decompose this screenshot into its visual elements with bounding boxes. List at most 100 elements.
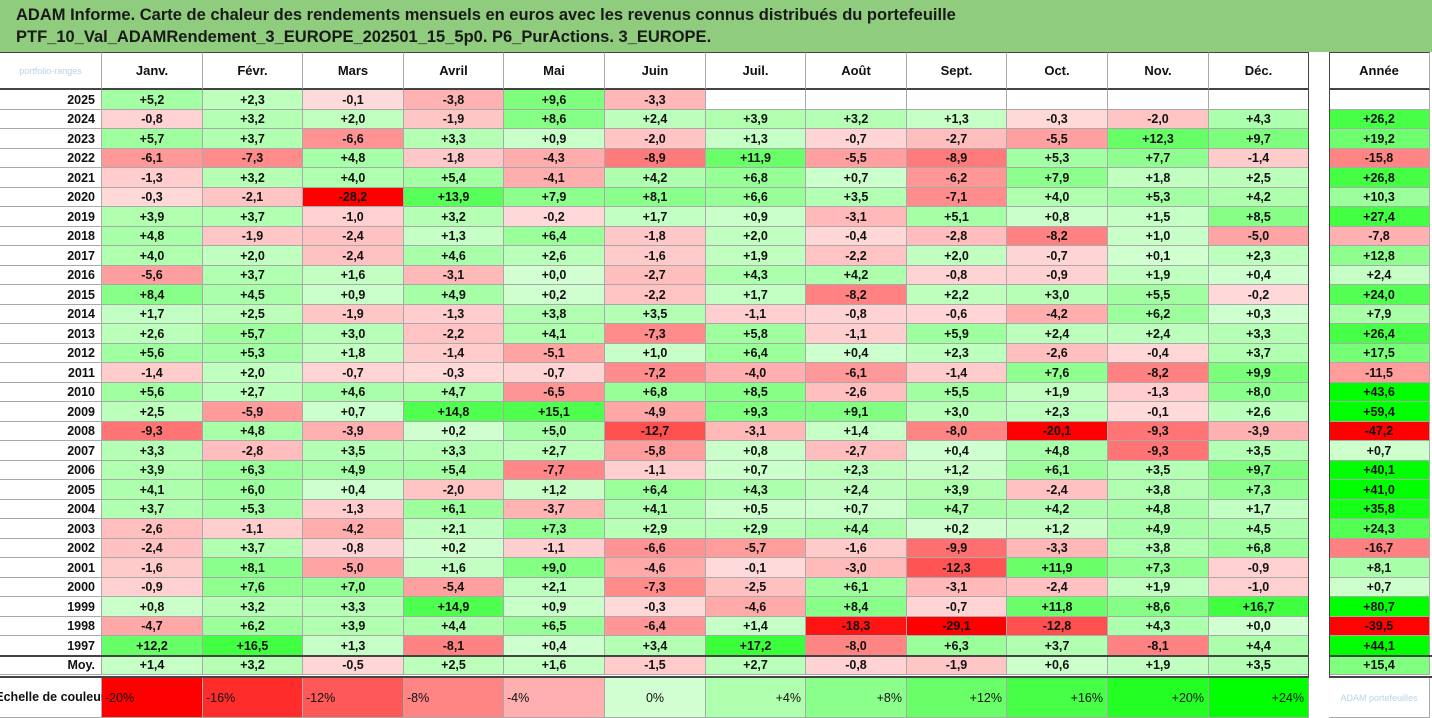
- heatmap-cell: [1007, 90, 1108, 110]
- heatmap-cell: -3,0: [806, 558, 907, 578]
- heatmap-cell: -1,8: [404, 149, 504, 168]
- color-scale-swatch: -12%: [303, 678, 404, 718]
- heatmap-cell: +1,4: [806, 422, 907, 441]
- heatmap-cell: -6,6: [303, 129, 404, 149]
- heatmap-cell: -7,3: [605, 578, 706, 597]
- annual-cell: -7,8: [1329, 227, 1430, 246]
- heatmap-cell: +1,7: [102, 305, 203, 324]
- heatmap-cell: -0,3: [605, 597, 706, 617]
- color-scale-swatch: +20%: [1108, 678, 1209, 718]
- heatmap-cell: +1,3: [303, 636, 404, 656]
- heatmap-cell: -1,1: [203, 519, 303, 539]
- heatmap-cell: +2,4: [1108, 324, 1209, 344]
- annual-cell: +26,8: [1329, 168, 1430, 188]
- heatmap-cell: +3,7: [102, 500, 203, 519]
- heatmap-cell: +0,4: [907, 441, 1007, 461]
- heatmap-cell: +6,8: [706, 168, 806, 188]
- heatmap-cell: +1,8: [303, 344, 404, 363]
- heatmap-cell: +4,5: [203, 285, 303, 305]
- heatmap-cell: +4,0: [102, 246, 203, 266]
- heatmap-cell: +5,6: [102, 383, 203, 402]
- annual-cell: +2,4: [1329, 266, 1430, 285]
- heatmap-cell: +3,8: [1108, 480, 1209, 500]
- heatmap-cell: +0,8: [706, 441, 806, 461]
- heatmap-cell: +17,2: [706, 636, 806, 656]
- heatmap-cell: -3,1: [706, 422, 806, 441]
- heatmap-cell: -8,2: [1007, 227, 1108, 246]
- heatmap-cell: +0,0: [504, 266, 605, 285]
- heatmap-cell: -2,4: [1007, 578, 1108, 597]
- report-header: ADAM Informe. Carte de chaleur des rende…: [0, 0, 1432, 52]
- month-header: Mai: [504, 52, 605, 90]
- heatmap-cell: +1,6: [404, 558, 504, 578]
- heatmap-table: portfolio-ranges Janv. Févr. Mars Avril Mai Ju…: [0, 52, 1432, 718]
- heatmap-cell: -0,4: [806, 227, 907, 246]
- heatmap-cell: -2,6: [102, 519, 203, 539]
- heatmap-cell: +4,4: [1209, 636, 1309, 656]
- heatmap-cell: +4,5: [1209, 519, 1309, 539]
- heatmap-cell: -1,9: [907, 656, 1007, 675]
- year-label: 2007: [0, 441, 102, 461]
- heatmap-cell: -9,3: [102, 422, 203, 441]
- heatmap-cell: +0,0: [1209, 617, 1309, 636]
- heatmap-cell: -3,1: [907, 578, 1007, 597]
- heatmap-cell: +9,1: [806, 402, 907, 422]
- heatmap-cell: +0,8: [1007, 207, 1108, 227]
- annual-cell: +15,4: [1329, 656, 1430, 675]
- heatmap-cell: +7,0: [303, 578, 404, 597]
- heatmap-cell: +11,9: [706, 149, 806, 168]
- year-label: 1997: [0, 636, 102, 656]
- heatmap-cell: -0,7: [504, 363, 605, 383]
- heatmap-cell: -12,8: [1007, 617, 1108, 636]
- heatmap-cell: -0,8: [806, 656, 907, 675]
- heatmap-cell: +3,9: [303, 617, 404, 636]
- heatmap-cell: +1,4: [706, 617, 806, 636]
- heatmap-cell: -3,9: [1209, 422, 1309, 441]
- heatmap-cell: +3,2: [203, 168, 303, 188]
- heatmap-cell: -2,0: [605, 129, 706, 149]
- heatmap-cell: -1,8: [605, 227, 706, 246]
- heatmap-cell: -2,8: [907, 227, 1007, 246]
- year-label: 2012: [0, 344, 102, 363]
- heatmap-cell: -8,9: [907, 149, 1007, 168]
- heatmap-cell: +2,5: [1209, 168, 1309, 188]
- heatmap-cell: -0,1: [303, 90, 404, 110]
- heatmap-cell: [907, 90, 1007, 110]
- heatmap-cell: +1,7: [706, 285, 806, 305]
- annual-cell: +12,8: [1329, 246, 1430, 266]
- heatmap-cell: +0,4: [504, 636, 605, 656]
- color-scale-label: Echelle de couleur: [0, 678, 106, 718]
- heatmap-cell: -5,1: [504, 344, 605, 363]
- heatmap-cell: -6,6: [605, 539, 706, 558]
- heatmap-cell: +3,3: [404, 441, 504, 461]
- year-label: 2016: [0, 266, 102, 285]
- heatmap-cell: +3,7: [203, 539, 303, 558]
- heatmap-cell: -3,7: [504, 500, 605, 519]
- heatmap-cell: +1,0: [1108, 227, 1209, 246]
- color-scale-swatch: 0%: [605, 678, 706, 718]
- heatmap-cell: +9,7: [1209, 461, 1309, 480]
- heatmap-cell: -8,1: [404, 636, 504, 656]
- year-label: 2019: [0, 207, 102, 227]
- year-label: 2023: [0, 129, 102, 149]
- heatmap-cell: +4,8: [203, 422, 303, 441]
- heatmap-cell: -8,2: [806, 285, 907, 305]
- year-label: 2017: [0, 246, 102, 266]
- heatmap-cell: +13,9: [404, 188, 504, 207]
- annual-cell: +19,2: [1329, 129, 1430, 149]
- heatmap-cell: -1,9: [404, 110, 504, 129]
- heatmap-cell: -0,9: [1007, 266, 1108, 285]
- year-label: 2025: [0, 90, 102, 110]
- heatmap-cell: -0,1: [1108, 402, 1209, 422]
- heatmap-cell: +8,4: [806, 597, 907, 617]
- footer-watermark: ADAM portefeuilles: [1329, 678, 1430, 718]
- year-label: 2008: [0, 422, 102, 441]
- heatmap-cell: +0,2: [404, 422, 504, 441]
- heatmap-cell: -1,3: [1108, 383, 1209, 402]
- heatmap-cell: +4,1: [605, 500, 706, 519]
- annual-cell: +35,8: [1329, 500, 1430, 519]
- heatmap-cell: +3,2: [404, 207, 504, 227]
- heatmap-cell: +2,0: [203, 363, 303, 383]
- heatmap-cell: +3,3: [102, 441, 203, 461]
- heatmap-cell: +1,5: [1108, 207, 1209, 227]
